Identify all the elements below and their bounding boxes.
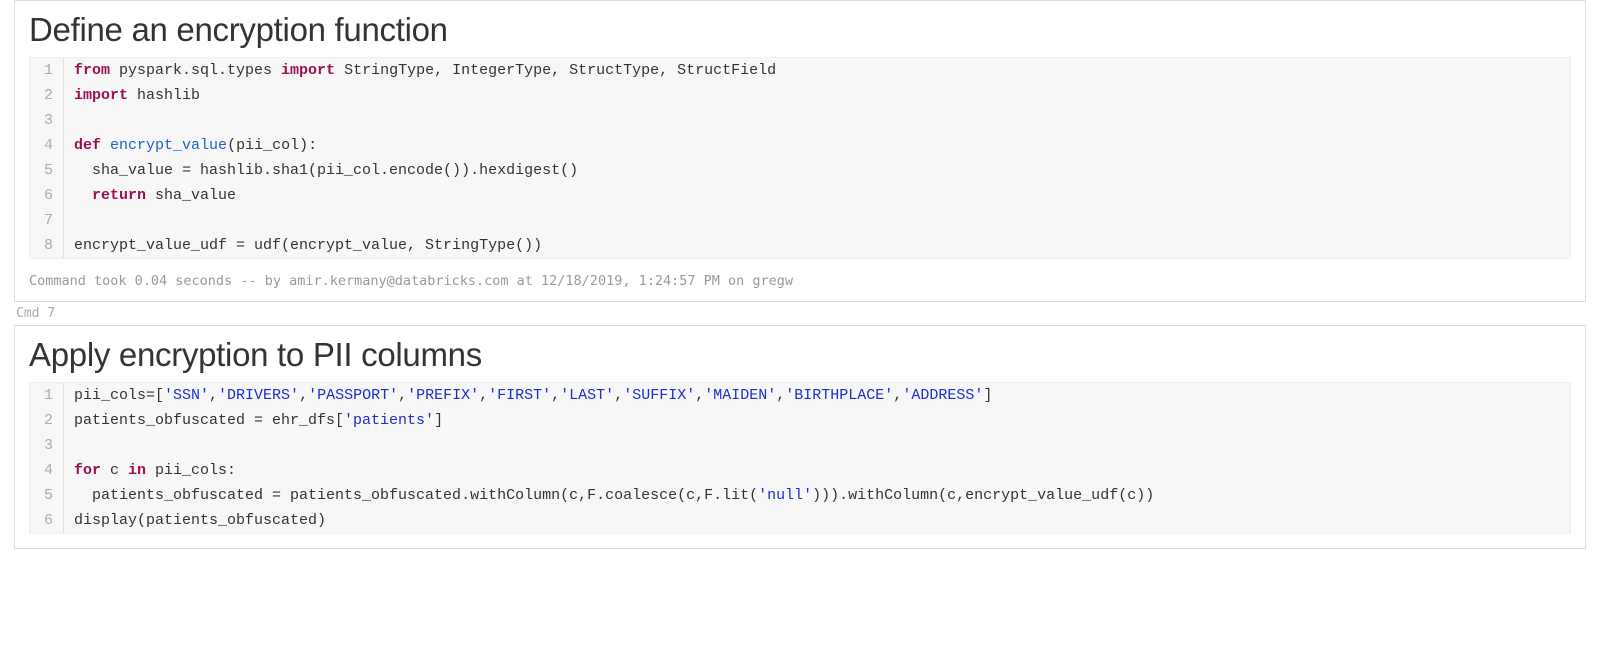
code-source[interactable]: return sha_value bbox=[64, 183, 236, 208]
code-line[interactable]: 1from pyspark.sql.types import StringTyp… bbox=[30, 58, 1570, 83]
code-line[interactable]: 2import hashlib bbox=[30, 83, 1570, 108]
code-line[interactable]: 4for c in pii_cols: bbox=[30, 458, 1570, 483]
code-block[interactable]: 1pii_cols=['SSN','DRIVERS','PASSPORT','P… bbox=[29, 382, 1571, 534]
line-number: 7 bbox=[30, 208, 64, 233]
line-number: 2 bbox=[30, 408, 64, 433]
code-source[interactable]: patients_obfuscated = patients_obfuscate… bbox=[64, 483, 1154, 508]
code-block[interactable]: 1from pyspark.sql.types import StringTyp… bbox=[29, 57, 1571, 259]
code-source[interactable]: for c in pii_cols: bbox=[64, 458, 236, 483]
code-source[interactable]: patients_obfuscated = ehr_dfs['patients'… bbox=[64, 408, 443, 433]
code-line[interactable]: 4def encrypt_value(pii_col): bbox=[30, 133, 1570, 158]
notebook-page: Define an encryption function1from pyspa… bbox=[0, 0, 1600, 549]
line-number: 1 bbox=[30, 383, 64, 408]
code-source[interactable] bbox=[64, 433, 83, 458]
code-line[interactable]: 5 sha_value = hashlib.sha1(pii_col.encod… bbox=[30, 158, 1570, 183]
line-number: 5 bbox=[30, 483, 64, 508]
line-number: 4 bbox=[30, 133, 64, 158]
line-number: 3 bbox=[30, 433, 64, 458]
line-number: 6 bbox=[30, 183, 64, 208]
code-source[interactable]: pii_cols=['SSN','DRIVERS','PASSPORT','PR… bbox=[64, 383, 992, 408]
code-line[interactable]: 7 bbox=[30, 208, 1570, 233]
cell-title: Define an encryption function bbox=[15, 1, 1585, 57]
code-line[interactable]: 2patients_obfuscated = ehr_dfs['patients… bbox=[30, 408, 1570, 433]
code-source[interactable]: import hashlib bbox=[64, 83, 200, 108]
line-number: 4 bbox=[30, 458, 64, 483]
line-number: 2 bbox=[30, 83, 64, 108]
code-line[interactable]: 3 bbox=[30, 108, 1570, 133]
code-source[interactable]: encrypt_value_udf = udf(encrypt_value, S… bbox=[64, 233, 542, 258]
code-line[interactable]: 5 patients_obfuscated = patients_obfusca… bbox=[30, 483, 1570, 508]
line-number: 6 bbox=[30, 508, 64, 533]
cell-title: Apply encryption to PII columns bbox=[15, 326, 1585, 382]
code-source[interactable]: def encrypt_value(pii_col): bbox=[64, 133, 317, 158]
code-line[interactable]: 8encrypt_value_udf = udf(encrypt_value, … bbox=[30, 233, 1570, 258]
line-number: 5 bbox=[30, 158, 64, 183]
line-number: 1 bbox=[30, 58, 64, 83]
code-line[interactable]: 3 bbox=[30, 433, 1570, 458]
code-line[interactable]: 1pii_cols=['SSN','DRIVERS','PASSPORT','P… bbox=[30, 383, 1570, 408]
code-line[interactable]: 6display(patients_obfuscated) bbox=[30, 508, 1570, 533]
line-number: 8 bbox=[30, 233, 64, 258]
line-number: 3 bbox=[30, 108, 64, 133]
code-source[interactable]: sha_value = hashlib.sha1(pii_col.encode(… bbox=[64, 158, 578, 183]
code-source[interactable]: display(patients_obfuscated) bbox=[64, 508, 326, 533]
code-source[interactable] bbox=[64, 208, 83, 233]
command-status: Command took 0.04 seconds -- by amir.ker… bbox=[15, 273, 1585, 301]
notebook-cell: Define an encryption function1from pyspa… bbox=[14, 0, 1586, 302]
cmd-label: Cmd 7 bbox=[14, 306, 1586, 325]
code-source[interactable] bbox=[64, 108, 83, 133]
code-line[interactable]: 6 return sha_value bbox=[30, 183, 1570, 208]
notebook-cell: Apply encryption to PII columns1pii_cols… bbox=[14, 325, 1586, 549]
code-source[interactable]: from pyspark.sql.types import StringType… bbox=[64, 58, 776, 83]
